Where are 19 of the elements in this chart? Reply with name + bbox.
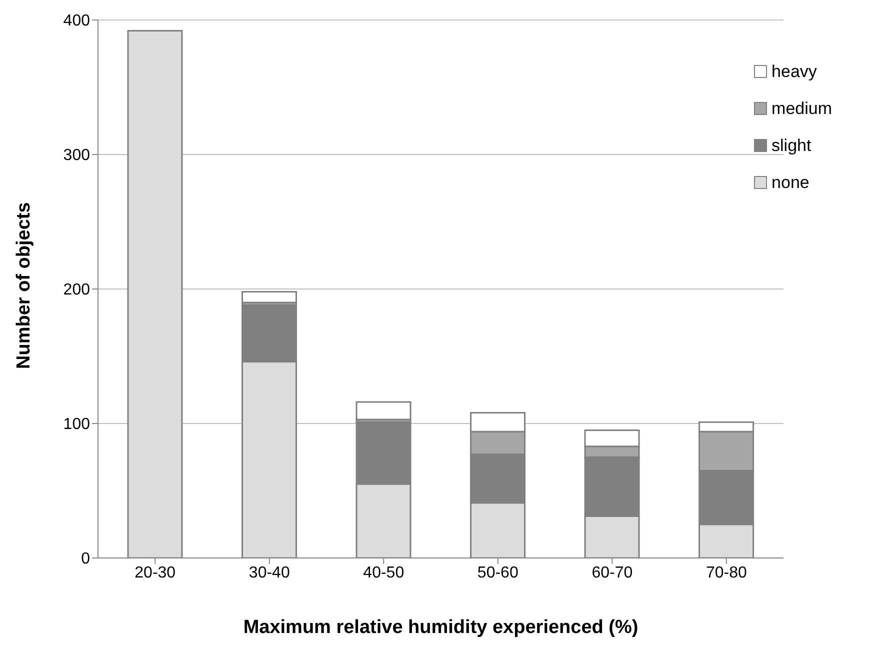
x-tick-label: 30-40 [248,564,290,582]
y-tick-label: 400 [63,12,90,30]
x-tick-label: 60-70 [592,564,633,582]
y-tick-label: 300 [63,147,90,164]
y-axis-title: Number of objects [14,202,35,369]
legend-label: none [772,172,810,194]
x-tick-label: 50-60 [477,564,518,582]
x-tick-label: 20-30 [134,564,176,582]
legend-label: slight [772,135,812,157]
y-tick-label: 0 [81,550,90,568]
legend-label: medium [772,98,832,120]
legend-label: heavy [772,61,817,83]
bar [242,290,298,304]
bar [356,401,412,420]
x-tick-label: 70-80 [706,564,747,582]
x-axis-title: Maximum relative humidity experienced (%) [243,617,638,638]
y-tick-label: 200 [63,282,90,299]
x-tick-label: 40-50 [363,564,404,582]
y-tick-label: 100 [63,416,90,434]
